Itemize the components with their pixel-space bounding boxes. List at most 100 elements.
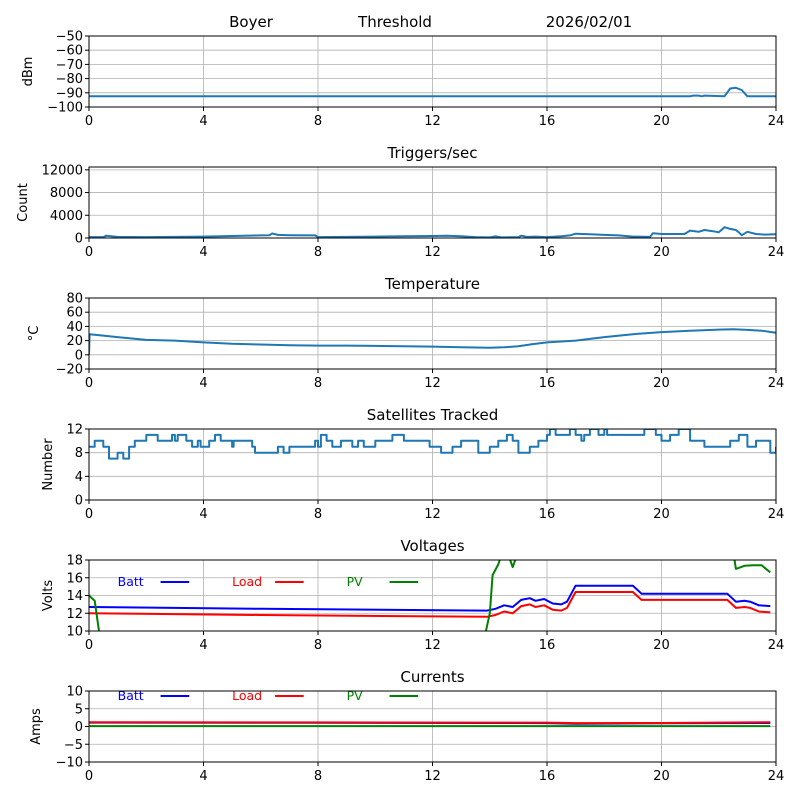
- x-tick-label: 20: [653, 507, 670, 522]
- x-tick-label: 4: [199, 114, 207, 129]
- x-tick-label: 24: [768, 376, 785, 391]
- panel-title: Currents: [400, 668, 464, 686]
- x-tick-label: 12: [424, 245, 441, 260]
- x-tick-label: 0: [85, 245, 93, 260]
- series-line-load: [89, 591, 771, 618]
- y-tick-label: −70: [56, 58, 83, 73]
- y-tick-label: 4000: [50, 209, 83, 224]
- y-tick-label: −80: [56, 72, 83, 87]
- panel-title: Satellites Tracked: [367, 406, 498, 424]
- legend-label-load: Load: [232, 574, 262, 589]
- y-tick-label: 80: [66, 292, 83, 307]
- y-axis-label: dBm: [21, 57, 36, 87]
- x-tick-label: 16: [539, 638, 556, 653]
- y-tick-label: −10: [56, 756, 83, 771]
- series-line-count: [89, 226, 776, 238]
- x-tick-label: 0: [85, 376, 93, 391]
- y-tick-label: 5: [75, 702, 83, 717]
- x-tick-label: 20: [653, 245, 670, 260]
- y-tick-label: −90: [56, 86, 83, 101]
- header-station: Boyer: [229, 13, 274, 31]
- panel-triggers: 0 4 8 12 16 20 24 0 4000 8000 12000 Triggers/sec Cou…: [16, 144, 784, 260]
- x-tick-label: 20: [653, 376, 670, 391]
- y-tick-label: −50: [56, 30, 83, 45]
- y-tick-label: 12: [66, 607, 83, 622]
- x-tick-label: 24: [768, 638, 785, 653]
- y-axis-label: Count: [16, 183, 31, 222]
- x-tick-label: 0: [85, 114, 93, 129]
- x-tick-label: 24: [768, 245, 785, 260]
- panel-title: Voltages: [400, 537, 464, 555]
- x-tick-label: 20: [653, 114, 670, 129]
- y-tick-label: −5: [64, 738, 83, 753]
- y-tick-label: 4: [75, 470, 83, 485]
- x-tick-label: 8: [314, 769, 322, 784]
- y-tick-label: −20: [56, 363, 83, 378]
- x-tick-label: 20: [653, 769, 670, 784]
- y-tick-label: 0: [75, 494, 83, 509]
- panel-currents: Batt Load PV 0 4 8 12 16 20 24 −10 −5 0 5 10 Currents Am…: [29, 668, 784, 784]
- x-tick-label: 16: [539, 114, 556, 129]
- x-tick-label: 16: [539, 507, 556, 522]
- series-line-°c: [89, 328, 776, 355]
- x-tick-label: 8: [314, 245, 322, 260]
- y-tick-label: 20: [66, 334, 83, 349]
- x-tick-label: 4: [199, 245, 207, 260]
- x-tick-label: 24: [768, 507, 785, 522]
- y-tick-label: 0: [75, 348, 83, 363]
- panel-voltages: Batt Load PV 0 4 8 12 16 20 24 10 12 14 16 18 Voltages V…: [41, 537, 784, 653]
- x-tick-label: 4: [199, 507, 207, 522]
- x-tick-label: 24: [768, 114, 785, 129]
- header-date: 2026/02/01: [546, 13, 632, 31]
- x-tick-label: 20: [653, 638, 670, 653]
- x-tick-label: 8: [314, 114, 322, 129]
- legend-label-load: Load: [232, 688, 262, 703]
- y-tick-label: −60: [56, 44, 83, 59]
- series-line-number: [89, 429, 776, 460]
- x-tick-label: 4: [199, 376, 207, 391]
- x-tick-label: 16: [539, 769, 556, 784]
- x-tick-label: 12: [424, 769, 441, 784]
- legend-label-batt: Batt: [118, 574, 144, 589]
- x-tick-label: 8: [314, 638, 322, 653]
- panel-satellites: 0 4 8 12 16 20 24 0 4 8 12 Satellites Tracked Number: [41, 406, 784, 522]
- x-tick-label: 8: [314, 376, 322, 391]
- series-line-dbm: [89, 86, 776, 98]
- y-axis-label: °C: [27, 326, 42, 342]
- header-mode: Threshold: [357, 13, 432, 31]
- x-tick-label: 12: [424, 507, 441, 522]
- y-axis-label: Number: [41, 438, 56, 491]
- y-tick-label: 0: [75, 232, 83, 247]
- y-tick-label: 12000: [42, 163, 83, 178]
- x-tick-label: 24: [768, 769, 785, 784]
- series-line-load: [89, 721, 771, 725]
- series-line-batt: [89, 584, 771, 612]
- y-axis-label: Amps: [29, 708, 44, 745]
- panel-signal: 0 4 8 12 16 20 24 −100−90−80−70−60−50 dBm: [21, 30, 784, 130]
- x-tick-label: 8: [314, 507, 322, 522]
- x-tick-label: 12: [424, 638, 441, 653]
- x-tick-label: 16: [539, 376, 556, 391]
- y-tick-label: 16: [66, 571, 83, 586]
- y-tick-label: 10: [66, 685, 83, 700]
- x-tick-label: 12: [424, 376, 441, 391]
- panel-title: Triggers/sec: [387, 144, 478, 162]
- x-tick-label: 4: [199, 638, 207, 653]
- y-tick-label: 60: [66, 306, 83, 321]
- legend-label-pv: PV: [347, 688, 364, 703]
- panel-title: Temperature: [384, 275, 480, 293]
- y-tick-label: −100: [47, 101, 83, 116]
- x-tick-label: 4: [199, 769, 207, 784]
- y-tick-label: 10: [66, 625, 83, 640]
- x-tick-label: 0: [85, 507, 93, 522]
- y-tick-label: 14: [66, 589, 83, 604]
- y-tick-label: 8: [75, 446, 83, 461]
- x-tick-label: 0: [85, 638, 93, 653]
- y-tick-label: 18: [66, 554, 83, 569]
- y-tick-label: 0: [75, 720, 83, 735]
- x-tick-label: 12: [424, 114, 441, 129]
- y-tick-label: 8000: [50, 186, 83, 201]
- y-axis-label: Volts: [41, 580, 56, 612]
